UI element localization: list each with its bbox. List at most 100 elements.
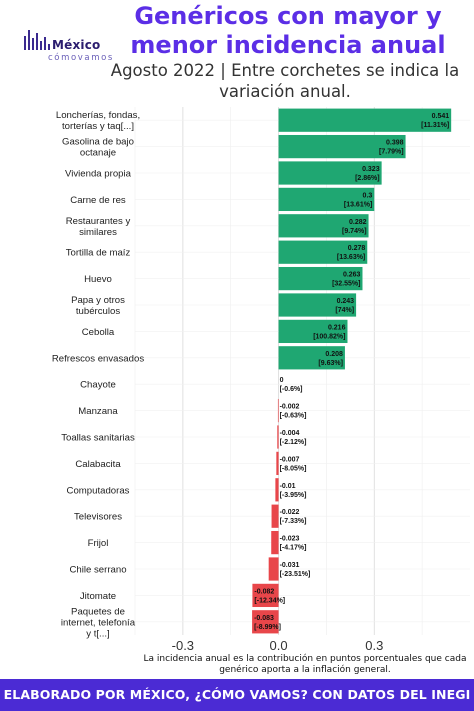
category-label-line: internet, telefonía bbox=[61, 617, 136, 628]
logo-main-text: México bbox=[52, 38, 101, 52]
bar bbox=[278, 161, 382, 185]
logo-sub-text: cómovamos bbox=[48, 53, 114, 63]
variation-label: [9.63%] bbox=[318, 360, 343, 367]
value-label: 0.3 bbox=[363, 192, 373, 199]
value-label: 0.263 bbox=[343, 272, 361, 279]
bar bbox=[277, 425, 279, 449]
category-label: Jitomate bbox=[80, 591, 116, 602]
value-label: -0.031 bbox=[280, 562, 300, 569]
category-label: Toallas sanitarias bbox=[61, 433, 135, 444]
category-label-line: Chile serrano bbox=[69, 565, 126, 576]
bar bbox=[277, 398, 279, 423]
value-label: -0.082 bbox=[254, 588, 274, 595]
category-label: Paquetes de internet, telefonía y t[...] bbox=[61, 606, 136, 639]
value-label: 0.278 bbox=[348, 245, 366, 252]
bar bbox=[278, 108, 452, 132]
x-tick-label: 0.3 bbox=[365, 638, 383, 653]
value-labels: 0.541 [11.31%] 0.398 [7.79%] 0.323 [2.86%] 0.3… bbox=[254, 113, 449, 631]
bar bbox=[252, 583, 279, 608]
value-label: 0.282 bbox=[349, 219, 367, 226]
variation-label: [-2.12%] bbox=[280, 439, 307, 446]
logo-bars-icon bbox=[24, 28, 64, 50]
variation-label: [-0.63%] bbox=[280, 413, 307, 420]
variation-label: [11.31%] bbox=[421, 122, 449, 129]
value-label: -0.002 bbox=[280, 404, 300, 411]
category-label: Chayote bbox=[80, 380, 116, 391]
category-label-line: Carne de res bbox=[70, 195, 126, 206]
value-label: -0.007 bbox=[280, 456, 300, 463]
category-label-line: Cebolla bbox=[82, 327, 115, 338]
value-label: 0.541 bbox=[432, 113, 450, 120]
category-label: Calabacita bbox=[75, 459, 121, 470]
variation-label: [13.63%] bbox=[337, 254, 365, 261]
category-label: Televisores bbox=[74, 512, 122, 523]
variation-label: [-0.6%] bbox=[280, 386, 303, 393]
value-label: -0.022 bbox=[280, 509, 300, 516]
bar bbox=[278, 134, 406, 159]
value-label: 0.216 bbox=[328, 324, 346, 331]
value-label: -0.004 bbox=[280, 430, 300, 437]
category-label-line: Chayote bbox=[80, 380, 116, 391]
x-tick-label: -0.3 bbox=[172, 638, 194, 653]
category-label-line: Tortilla de maíz bbox=[66, 248, 131, 259]
category-label-line: Papa y otros bbox=[71, 295, 125, 306]
grid-lines bbox=[134, 107, 470, 635]
variation-label: [7.79%] bbox=[379, 149, 404, 156]
variation-label: [13.61%] bbox=[344, 201, 372, 208]
category-label: Computadoras bbox=[67, 485, 130, 496]
variation-label: [74%] bbox=[335, 307, 354, 314]
chart-title: Genéricos con mayor y menor incidencia a… bbox=[130, 2, 446, 59]
variation-label: [-12.34%] bbox=[254, 597, 285, 604]
bar-chart: Loncherías, fondas, torterías y taq[...] G… bbox=[52, 107, 470, 653]
value-label: 0 bbox=[280, 377, 284, 384]
category-label-line: Frijol bbox=[88, 538, 109, 549]
footer-banner: ELABORADO POR MÉXICO, ¿CÓMO VAMOS? CON D… bbox=[0, 679, 474, 711]
category-label: Frijol bbox=[88, 538, 109, 549]
category-label: Tortilla de maíz bbox=[66, 248, 131, 259]
category-label: Papa y otros tubérculos bbox=[71, 295, 125, 317]
bar bbox=[278, 266, 363, 291]
x-axis-ticks: -0.3 0.0 0.3 bbox=[172, 638, 384, 653]
category-label: Gasolina de bajo octanaje bbox=[62, 137, 134, 159]
bar bbox=[278, 240, 368, 264]
bar bbox=[271, 530, 279, 555]
category-label-line: Toallas sanitarias bbox=[61, 433, 135, 444]
bar bbox=[268, 557, 279, 581]
category-label-line: y t[...] bbox=[86, 628, 109, 639]
variation-label: [9.74%] bbox=[342, 228, 367, 235]
category-label-line: Manzana bbox=[78, 406, 118, 417]
category-label: Chile serrano bbox=[69, 565, 126, 576]
bar bbox=[278, 346, 345, 370]
category-label-line: similares bbox=[79, 227, 117, 238]
value-label: -0.023 bbox=[280, 536, 300, 543]
category-label: Cebolla bbox=[82, 327, 115, 338]
value-label: -0.083 bbox=[254, 615, 274, 622]
bar bbox=[275, 478, 279, 502]
category-label-line: Huevo bbox=[84, 274, 112, 285]
bar bbox=[252, 610, 279, 634]
bar bbox=[278, 319, 348, 344]
category-label-line: Gasolina de bajo bbox=[62, 137, 134, 148]
category-label: Huevo bbox=[84, 274, 112, 285]
variation-label: [-8.99%] bbox=[254, 624, 281, 631]
category-label: Loncherías, fondas, torterías y taq[...] bbox=[56, 110, 140, 132]
variation-label: [-8.05%] bbox=[280, 465, 307, 472]
bars bbox=[252, 108, 452, 634]
category-label-line: Restaurantes y bbox=[66, 216, 131, 227]
category-label-line: Vivienda propia bbox=[65, 169, 132, 180]
category-label: Refrescos envasados bbox=[52, 353, 144, 364]
value-label: 0.398 bbox=[386, 140, 404, 147]
category-label-line: Loncherías, fondas, bbox=[56, 110, 140, 121]
category-label-line: Paquetes de bbox=[71, 606, 125, 617]
variation-label: [2.86%] bbox=[355, 175, 380, 182]
bar bbox=[278, 187, 375, 212]
category-label-line: Computadoras bbox=[67, 485, 130, 496]
category-label-line: Refrescos envasados bbox=[52, 353, 144, 364]
bar bbox=[276, 451, 279, 476]
category-label: Restaurantes y similares bbox=[66, 216, 131, 238]
variation-label: [32.55%] bbox=[332, 281, 360, 288]
mexico-como-vamos-logo: México cómovamos bbox=[22, 28, 114, 68]
value-label: 0.208 bbox=[325, 351, 343, 358]
variation-label: [-4.17%] bbox=[280, 545, 307, 552]
value-label: 0.243 bbox=[337, 298, 355, 305]
